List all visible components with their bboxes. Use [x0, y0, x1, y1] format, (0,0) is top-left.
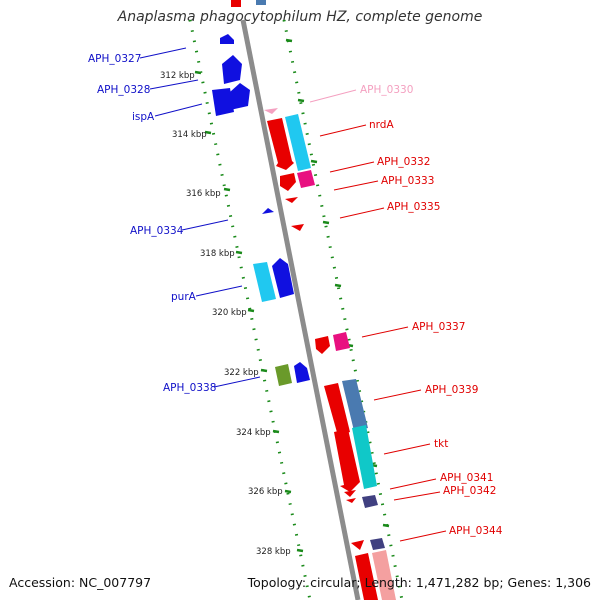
gene-label: nrdA	[369, 119, 394, 131]
gene-arrow-purA	[272, 258, 294, 298]
gene-label: APH_0332	[377, 156, 430, 168]
kbp-label: 324 kbp	[236, 428, 271, 438]
kbp-labels: 312 kbp 314 kbp 316 kbp 318 kbp 320 kbp …	[160, 71, 291, 557]
gene-arrow-aph0342	[362, 495, 378, 508]
gene-label: APH_0333	[381, 175, 434, 187]
gene-arrow-aph0344-a	[351, 540, 364, 550]
gene-label: APH_0334	[130, 225, 184, 237]
reverse-genes	[264, 108, 396, 600]
gene-arrow-aph0335-b	[291, 224, 304, 231]
gene-arrow-aph0337	[315, 336, 330, 354]
gene-arrow-tkt-teal	[352, 425, 377, 489]
kbp-label: 312 kbp	[160, 71, 195, 81]
leader-line-aph0330	[309, 89, 357, 103]
gene-label: APH_0344	[449, 525, 503, 537]
gene-arrow-bottom-pink	[372, 550, 396, 600]
gene-arrow-aph0342-red	[346, 498, 356, 503]
gene-arrow-aph0328-a	[222, 55, 242, 84]
genome-backbone	[240, 19, 361, 600]
gene-arrow-aph0328-b	[230, 83, 250, 110]
gene-arrow-aph0333	[297, 170, 315, 188]
map-title: Anaplasma phagocytophilum HZ, complete g…	[117, 9, 483, 25]
track-inner-left	[188, 19, 312, 600]
gene-label: APH_0341	[440, 472, 493, 484]
right-gene-labels: APH_0330 nrdA APH_0332 APH_0333 APH_0335…	[360, 84, 503, 537]
kbp-label: 328 kbp	[256, 547, 291, 557]
gene-arrow-aph0341	[344, 490, 356, 497]
gene-label: purA	[171, 291, 197, 303]
gene-arrow-ispA	[212, 88, 234, 116]
gene-arrow-aph0327	[220, 34, 234, 44]
dotted-tracks	[188, 19, 404, 600]
gene-arrow-aph0334	[262, 208, 274, 214]
kbp-label: 320 kbp	[212, 308, 247, 318]
gene-arrow-aph0338-green	[275, 364, 292, 386]
gene-label: APH_0330	[360, 84, 413, 96]
left-gene-labels: APH_0327 APH_0328 ispA APH_0334 purA APH…	[88, 53, 216, 394]
gene-arrow-top-steel	[256, 0, 266, 5]
gene-label: APH_0335	[387, 201, 440, 213]
gene-arrow-aph0338	[294, 362, 310, 383]
gene-arrow-nrdA	[267, 118, 294, 170]
gene-arrow-aph0339-steel	[342, 379, 368, 431]
gene-arrow-top-red	[231, 0, 241, 7]
gene-label: APH_0337	[412, 321, 465, 333]
gene-label: ispA	[132, 111, 155, 123]
genome-summary-text: Topology: circular; Length: 1,471,282 bp…	[247, 575, 591, 590]
gene-arrow-aph0330	[264, 108, 278, 114]
left-leader-lines	[139, 47, 261, 388]
gene-arrow-nrdA-light	[285, 114, 311, 171]
gene-label: APH_0338	[163, 382, 216, 394]
kbp-ticks	[194, 38, 390, 553]
gene-arrow-tkt	[334, 429, 360, 492]
forward-genes	[212, 34, 310, 386]
gene-arrow-aph0335-a	[285, 197, 298, 203]
right-leader-lines	[319, 124, 447, 542]
kbp-label: 314 kbp	[172, 130, 207, 140]
gene-arrow-aph0339	[324, 383, 350, 436]
accession-text: Accession: NC_007797	[9, 575, 152, 590]
kbp-label: 322 kbp	[224, 368, 259, 378]
gene-arrow-aph0332	[280, 173, 296, 191]
gene-label: tkt	[434, 438, 448, 450]
gene-label: APH_0327	[88, 53, 141, 65]
kbp-label: 326 kbp	[248, 487, 283, 497]
gene-arrow-bottom-red	[355, 553, 378, 600]
gene-label: APH_0342	[443, 485, 496, 497]
gene-arrow-purA-light	[253, 262, 276, 302]
kbp-label: 316 kbp	[186, 189, 221, 199]
gene-arrow-aph0337-pink	[333, 332, 350, 351]
gene-label: APH_0328	[97, 84, 150, 96]
kbp-label: 318 kbp	[200, 249, 235, 259]
gene-arrow-aph0344-b	[370, 538, 385, 550]
gene-label: APH_0339	[425, 384, 478, 396]
